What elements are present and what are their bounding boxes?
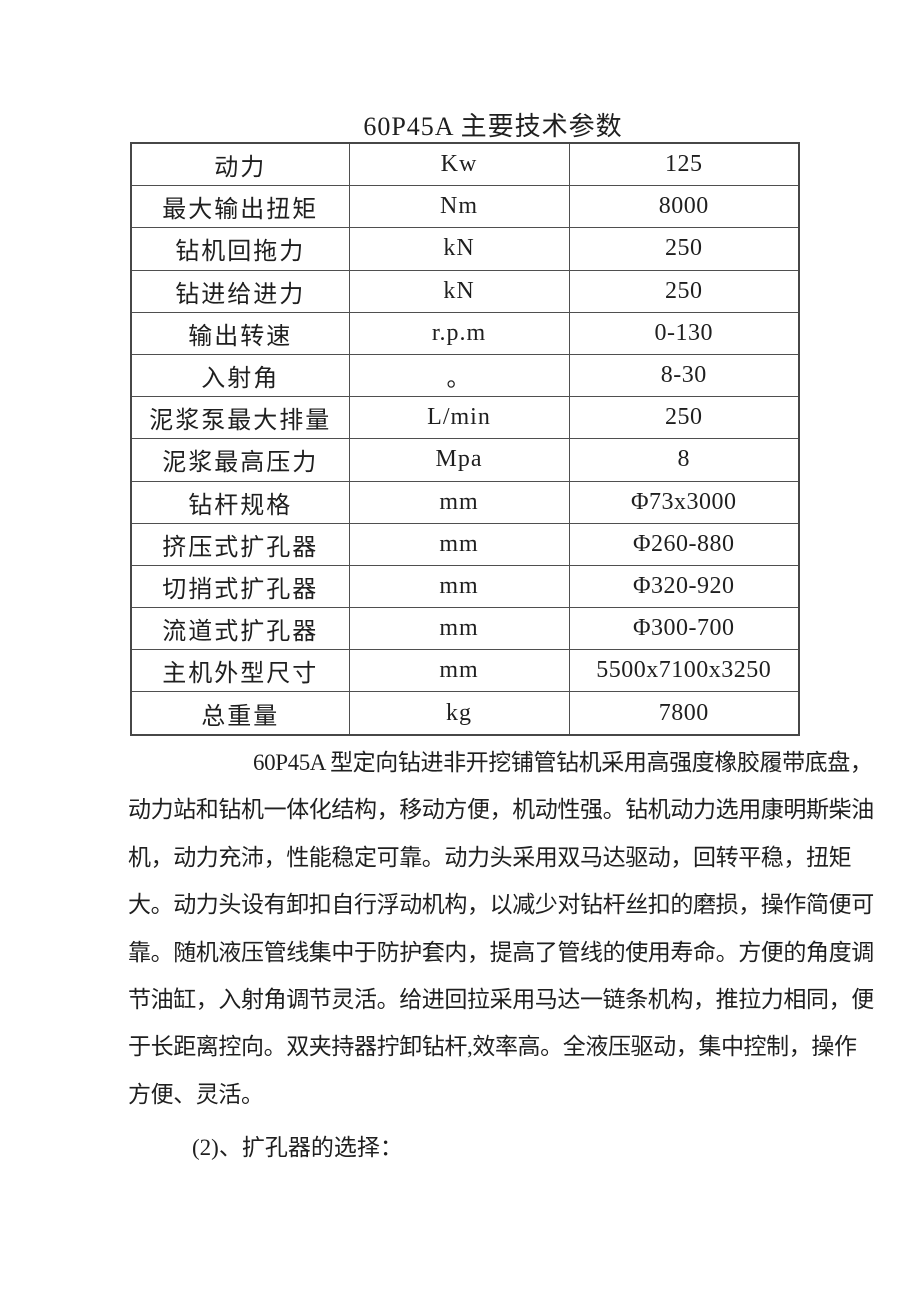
- spec-row: 总重量 kg 7800: [130, 691, 800, 736]
- section-subheading: (2)、扩孔器的选择：: [192, 1135, 403, 1160]
- spec-value-cell: Φ320-920: [568, 564, 800, 609]
- spec-row: 最大输出扭矩 Nm 8000: [130, 185, 800, 229]
- spec-row: 动力 Kw 125: [130, 142, 800, 187]
- spec-unit-cell: mm: [348, 649, 570, 693]
- paragraph-line: 靠。随机液压管线集中于防护套内，提高了管线的使用寿命。方便的角度调: [128, 939, 874, 965]
- description-paragraph: 60P45A 型定向钻进非开挖铺管钻机采用高强度橡胶履带底盘， 动力站和钻机一体化…: [128, 739, 880, 1118]
- spec-unit-cell: r.p.m: [348, 311, 570, 355]
- spec-unit-cell: Nm: [348, 185, 570, 229]
- paragraph-line: 60P45A 型定向钻进非开挖铺管钻机采用高强度橡胶履带底盘，: [253, 750, 873, 775]
- spec-unit-cell: L/min: [348, 396, 570, 440]
- spec-param-cell: 钻进给进力: [130, 269, 350, 313]
- specs-table-body: 动力 Kw 125 最大输出扭矩 Nm 8000 钻机回拖力 kN 250 钻进给进力 kN 250 输…: [130, 142, 800, 736]
- spec-value-cell: 250: [568, 396, 800, 440]
- spec-row: 挤压式扩孔器 mm Φ260-880: [130, 522, 800, 566]
- paragraph-line: 节油缸，入射角调节灵活。给进回拉采用马达一链条机构，推拉力相同，便: [128, 987, 874, 1013]
- spec-unit-cell: kN: [348, 227, 570, 271]
- spec-value-cell: 125: [568, 142, 800, 187]
- spec-unit-cell: mm: [348, 522, 570, 566]
- spec-value-cell: 7800: [568, 691, 800, 736]
- spec-param-cell: 最大输出扭矩: [130, 185, 350, 229]
- spec-param-cell: 总重量: [130, 691, 350, 736]
- spec-param-cell: 钻机回拖力: [130, 227, 350, 271]
- spec-row: 流道式扩孔器 mm Φ300-700: [130, 607, 800, 651]
- spec-value-cell: 0-130: [568, 311, 800, 355]
- spec-value-cell: Φ73x3000: [568, 480, 800, 524]
- spec-unit-cell: mm: [348, 607, 570, 651]
- spec-row: 输出转速 r.p.m 0-130: [130, 311, 800, 355]
- spec-value-cell: 8000: [568, 185, 800, 229]
- spec-row: 泥浆最高压力 Mpa 8: [130, 438, 800, 482]
- spec-row: 切捎式扩孔器 mm Φ320-920: [130, 564, 800, 609]
- spec-param-cell: 主机外型尺寸: [130, 649, 350, 693]
- spec-row: 泥浆泵最大排量 L/min 250: [130, 396, 800, 440]
- spec-value-cell: 8-30: [568, 353, 800, 398]
- spec-param-cell: 泥浆泵最大排量: [130, 396, 350, 440]
- spec-param-cell: 动力: [130, 142, 350, 187]
- spec-param-cell: 挤压式扩孔器: [130, 522, 350, 566]
- specs-table: 动力 Kw 125 最大输出扭矩 Nm 8000 钻机回拖力 kN 250 钻进给进力 kN 250 输…: [130, 142, 800, 736]
- spec-value-cell: 250: [568, 227, 800, 271]
- spec-param-cell: 泥浆最高压力: [130, 438, 350, 482]
- spec-param-cell: 切捎式扩孔器: [130, 564, 350, 609]
- paragraph-line: 动力站和钻机一体化结构，移动方便，机动性强。钻机动力选用康明斯柴油: [128, 797, 874, 823]
- spec-unit-cell: mm: [348, 564, 570, 609]
- spec-unit-cell: Kw: [348, 142, 570, 187]
- paragraph-line: 大。动力头设有卸扣自行浮动机构，以减少对钻杆丝扣的磨损，操作简便可: [128, 892, 874, 918]
- table-title: 60P45A 主要技术参数: [363, 112, 623, 141]
- spec-param-cell: 钻杆规格: [130, 480, 350, 524]
- spec-row: 钻杆规格 mm Φ73x3000: [130, 480, 800, 524]
- paragraph-line: 方便、灵活。: [128, 1081, 264, 1107]
- spec-value-cell: 8: [568, 438, 800, 482]
- spec-row: 钻进给进力 kN 250: [130, 269, 800, 313]
- spec-value-cell: Φ260-880: [568, 522, 800, 566]
- spec-param-cell: 入射角: [130, 353, 350, 398]
- spec-value-cell: Φ300-700: [568, 607, 800, 651]
- spec-value-cell: 5500x7100x3250: [568, 649, 800, 693]
- paragraph-line: 于长距离控向。双夹持器拧卸钻杆,效率高。全液压驱动，集中控制，操作: [128, 1034, 857, 1060]
- spec-unit-cell: kg: [348, 691, 570, 736]
- spec-unit-cell: Mpa: [348, 438, 570, 482]
- spec-unit-cell: mm: [348, 480, 570, 524]
- spec-param-cell: 输出转速: [130, 311, 350, 355]
- spec-unit-cell: kN: [348, 269, 570, 313]
- spec-value-cell: 250: [568, 269, 800, 313]
- spec-row: 钻机回拖力 kN 250: [130, 227, 800, 271]
- spec-row: 入射角。 8-30: [130, 353, 800, 398]
- spec-param-cell: 流道式扩孔器: [130, 607, 350, 651]
- paragraph-line: 机，动力充沛，性能稳定可靠。动力头采用双马达驱动，回转平稳，扭矩: [128, 844, 852, 870]
- spec-row: 主机外型尺寸 mm 5500x7100x3250: [130, 649, 800, 693]
- spec-unit-cell: 。: [348, 353, 570, 398]
